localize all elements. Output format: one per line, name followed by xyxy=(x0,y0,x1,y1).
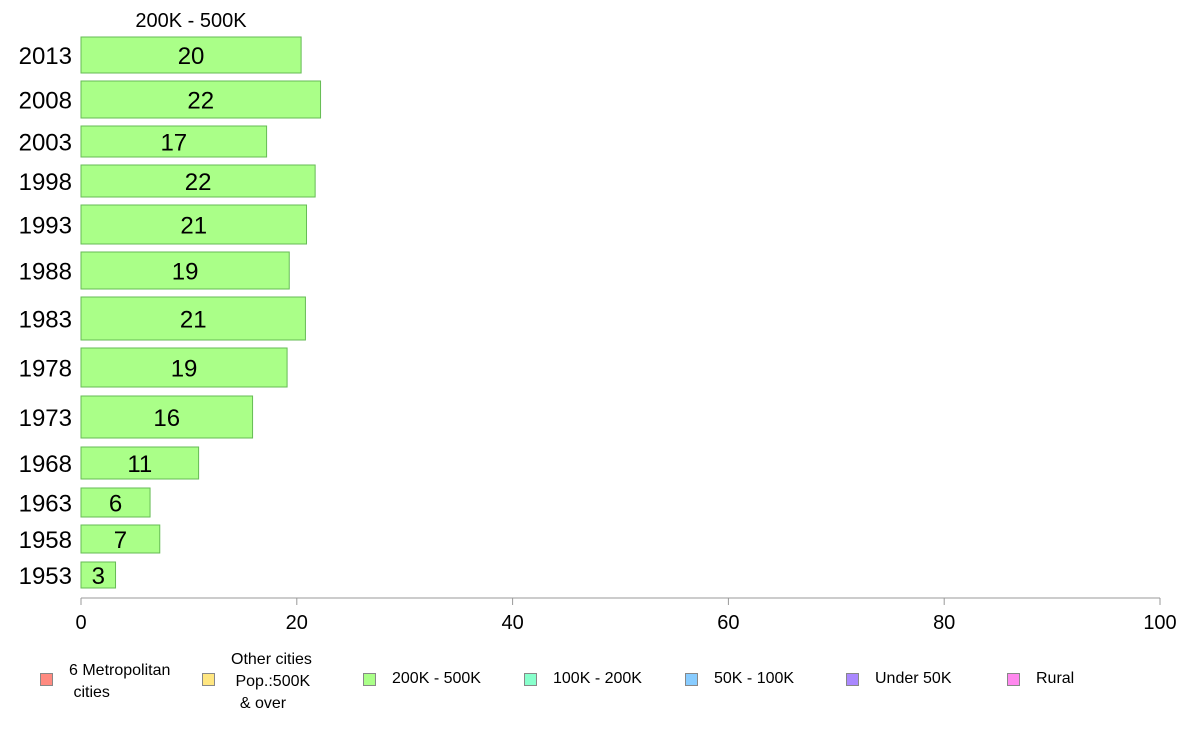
legend-item-100k-200k: 100K - 200K xyxy=(524,668,642,690)
legend-label-under-50k: Under 50K xyxy=(875,670,952,687)
bar-value-1968: 11 xyxy=(127,451,152,478)
bar-1993 xyxy=(80,204,308,245)
legend-label-other-cities: Other cities Pop.:500K & over xyxy=(231,651,312,712)
x-tick-label-40: 40 xyxy=(501,612,523,634)
legend-item-200k-500k: 200K - 500K xyxy=(363,668,481,690)
x-tick-label-0: 0 xyxy=(75,612,86,634)
legend-label-50k-100k: 50K - 100K xyxy=(714,670,795,687)
bar-1978 xyxy=(80,347,288,388)
legend-item-under-50k: Under 50K xyxy=(846,668,952,690)
legend-label-100k-200k: 100K - 200K xyxy=(553,670,642,687)
bar-value-1993: 21 xyxy=(180,213,207,240)
year-label-1993: 1993 xyxy=(19,213,72,240)
year-label-1968: 1968 xyxy=(19,451,72,478)
bar-value-2008: 22 xyxy=(187,88,214,115)
bar-2003 xyxy=(80,125,268,158)
legend-swatch-50k-100k xyxy=(685,673,698,686)
bar-value-1973: 16 xyxy=(153,405,180,432)
bar-1963 xyxy=(80,487,151,518)
legend-swatch-under-50k xyxy=(846,673,859,686)
bar-value-2013: 20 xyxy=(178,43,205,70)
year-label-1973: 1973 xyxy=(19,405,72,432)
year-label-1963: 1963 xyxy=(19,491,72,518)
x-tick-label-60: 60 xyxy=(717,612,739,634)
legend-item-metropolitan: 6 Metropolitan cities xyxy=(40,660,170,704)
year-label-2013: 2013 xyxy=(19,43,72,70)
bar-1988 xyxy=(80,251,290,290)
legend-label-200k-500k: 200K - 500K xyxy=(392,670,481,687)
x-tick-label-20: 20 xyxy=(286,612,308,634)
bar-value-1953: 3 xyxy=(92,563,105,590)
legend-swatch-100k-200k xyxy=(524,673,537,686)
year-label-1953: 1953 xyxy=(19,563,72,590)
year-label-1978: 1978 xyxy=(19,356,72,383)
chart-title: 200K - 500K xyxy=(135,10,247,32)
x-tick-label-80: 80 xyxy=(933,612,955,634)
legend-item-50k-100k: 50K - 100K xyxy=(685,668,794,690)
year-label-1988: 1988 xyxy=(19,259,72,286)
legend-swatch-metropolitan xyxy=(40,673,53,686)
legend: 6 Metropolitan cities Other cities Pop.:… xyxy=(0,650,1188,730)
bar-2008 xyxy=(80,80,322,119)
bar-value-1983: 21 xyxy=(180,307,207,334)
year-label-1998: 1998 xyxy=(19,169,72,196)
bar-value-1988: 19 xyxy=(172,259,199,286)
bar-1973 xyxy=(80,395,254,439)
bar-value-1958: 7 xyxy=(114,527,127,554)
x-axis: 0 20 40 60 80 100 xyxy=(75,597,1177,634)
bar-value-2003: 17 xyxy=(160,130,187,157)
bar-value-1998: 22 xyxy=(185,169,212,196)
bar-1958 xyxy=(80,524,161,554)
bar-value-1963: 6 xyxy=(109,491,122,518)
bar-2013 xyxy=(80,36,302,74)
bar-1983 xyxy=(80,296,306,341)
year-label-2008: 2008 xyxy=(19,88,72,115)
legend-swatch-other-cities xyxy=(202,673,215,686)
legend-swatch-200k-500k xyxy=(363,673,376,686)
legend-item-other-cities: Other cities Pop.:500K & over xyxy=(202,649,312,715)
year-label-1958: 1958 xyxy=(19,527,72,554)
year-label-1983: 1983 xyxy=(19,307,72,334)
legend-item-rural: Rural xyxy=(1007,668,1074,690)
x-tick-label-100: 100 xyxy=(1143,612,1176,634)
legend-label-rural: Rural xyxy=(1036,670,1075,687)
year-labels-group: 2013 2008 2003 1998 1993 1988 1983 1978 1973 1968… xyxy=(19,43,72,590)
bar-1953 xyxy=(80,561,117,589)
bar-1968 xyxy=(80,446,200,480)
bar-value-1978: 19 xyxy=(171,356,198,383)
legend-swatch-rural xyxy=(1007,673,1020,686)
year-label-2003: 2003 xyxy=(19,130,72,157)
legend-label-metropolitan: 6 Metropolitan cities xyxy=(69,662,171,701)
bar-1998 xyxy=(80,164,316,198)
